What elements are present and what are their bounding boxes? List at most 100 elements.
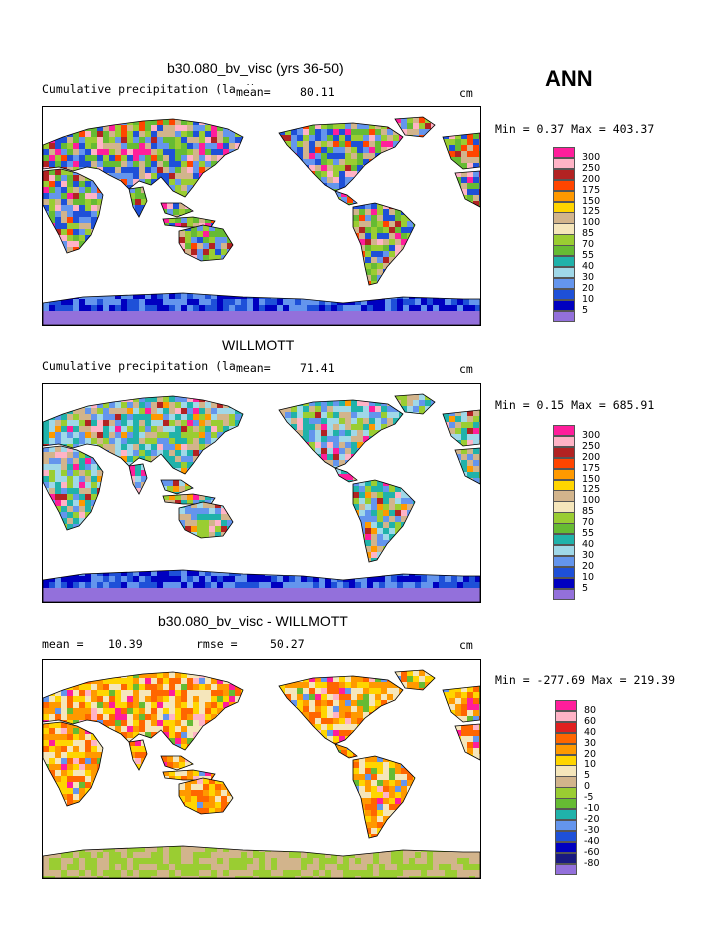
colorbar-swatch (553, 179, 575, 192)
colorbar-label: 125 (582, 484, 601, 496)
colorbar-label: -20 (584, 813, 600, 825)
panel3-units: cm (459, 638, 473, 652)
panel1-units: cm (459, 86, 473, 100)
colorbar-label: 0 (584, 781, 591, 793)
panel3-rmse-label: rmse = (196, 637, 238, 651)
colorbar-swatch (553, 566, 575, 579)
colorbar-label: 125 (582, 206, 601, 218)
colorbar-swatch (553, 577, 575, 589)
colorbar-label: 100 (582, 495, 601, 507)
land-africa (43, 446, 103, 530)
colorbar-swatch (553, 425, 575, 437)
colorbar-label: 10 (582, 293, 595, 305)
colorbar-swatch (555, 732, 577, 745)
panel3-map-svg (43, 669, 480, 878)
panel1-subtitle: Cumulative precipitation (land) (42, 82, 257, 96)
colorbar-swatch (555, 754, 577, 766)
colorbar-label: 20 (584, 748, 597, 760)
colorbar-label: 70 (582, 239, 595, 251)
colorbar-swatch (555, 721, 577, 734)
land-africa (43, 722, 103, 806)
colorbar-label: 10 (582, 571, 595, 583)
colorbar-label: -80 (584, 857, 600, 869)
panel3-mean-value: 10.39 (108, 637, 143, 651)
colorbar-swatch (553, 277, 575, 290)
colorbar-label: 40 (584, 726, 597, 738)
colorbar-label: 30 (584, 737, 597, 749)
colorbar-swatch (553, 223, 575, 235)
colorbar-label: 30 (582, 271, 595, 283)
land-nam (279, 400, 403, 468)
colorbar-swatch (553, 468, 575, 480)
land-afr2 (455, 724, 480, 760)
colorbar-swatch (553, 555, 575, 568)
colorbar-label: 250 (582, 440, 601, 452)
land-africa (43, 169, 103, 253)
panel2-colorbar: 300 250 200 175 150 125 100 85 70 55 40 30 20 10 5 (553, 425, 613, 600)
land-sam (353, 203, 415, 285)
colorbar-swatch (555, 776, 577, 788)
colorbar-label: 5 (582, 582, 589, 594)
colorbar-label: 80 (584, 704, 597, 716)
colorbar-label: 200 (582, 173, 601, 185)
colorbar-swatch (553, 544, 575, 557)
panel3-rmse-value: 50.27 (270, 637, 305, 651)
colorbar-label: -60 (584, 846, 600, 858)
colorbar-swatch (555, 765, 577, 777)
panel1-title: b30.080_bv_visc (yrs 36-50) (167, 60, 344, 76)
colorbar-swatch (553, 256, 575, 268)
panel3-map (42, 659, 481, 879)
colorbar-label: 100 (582, 217, 601, 229)
colorbar-label: 175 (582, 184, 601, 196)
colorbar-label: 55 (582, 528, 595, 539)
colorbar-swatch (553, 147, 575, 159)
colorbar-swatch (555, 863, 577, 875)
colorbar-swatch (553, 588, 575, 600)
colorbar-label: 55 (582, 250, 595, 261)
panel3-title: b30.080_bv_visc - WILLMOTT (158, 613, 348, 629)
colorbar-swatch (555, 787, 577, 799)
colorbar-swatch (555, 798, 577, 810)
panel2-mean-value: 71.41 (300, 361, 335, 375)
colorbar-label: 150 (582, 473, 601, 485)
colorbar-swatch (555, 852, 577, 864)
colorbar-swatch (553, 299, 575, 311)
colorbar-label: 30 (582, 549, 595, 561)
panel2-title: WILLMOTT (222, 337, 295, 353)
colorbar-swatch (553, 245, 575, 257)
panel3-colorbar: 80 60 40 30 20 10 5 0 -5 -10 -20 -30 -40 -60 -80 (555, 700, 615, 875)
panel1-mean-value: 80.11 (300, 85, 335, 99)
colorbar-label: 40 (582, 538, 595, 550)
colorbar-swatch (553, 523, 575, 535)
season-label: ANN (545, 66, 593, 91)
colorbar-label: 300 (582, 429, 601, 441)
panel2-map-svg (43, 393, 480, 602)
panel2-map (42, 383, 481, 603)
colorbar-label: 20 (582, 560, 595, 572)
colorbar-label: -5 (584, 792, 594, 804)
panel2-mean-label: mean= (236, 361, 271, 375)
colorbar-label: 150 (582, 195, 601, 207)
colorbar-swatch (553, 534, 575, 546)
colorbar-swatch (555, 743, 577, 755)
panel2-units: cm (459, 362, 473, 376)
colorbar-swatch (553, 201, 575, 213)
colorbar-swatch (553, 234, 575, 246)
colorbar-swatch (553, 457, 575, 470)
colorbar-swatch (553, 501, 575, 513)
land-sam (353, 756, 415, 838)
land-sam (353, 480, 415, 562)
panel2-minmax: Min = 0.15 Max = 685.91 (495, 398, 655, 412)
colorbar-swatch (553, 157, 575, 170)
colorbar-swatch (555, 700, 577, 712)
colorbar-label: -10 (584, 803, 600, 814)
colorbar-swatch (553, 266, 575, 279)
colorbar-label: 250 (582, 162, 601, 174)
land-afr2 (455, 171, 480, 207)
land-eurasia (43, 672, 243, 750)
land-nam (279, 676, 403, 744)
panel1-mean-label: mean= (236, 85, 271, 99)
colorbar-label: 300 (582, 151, 601, 163)
panel3-minmax: Min = -277.69 Max = 219.39 (495, 673, 676, 687)
colorbar-label: 175 (582, 462, 601, 474)
